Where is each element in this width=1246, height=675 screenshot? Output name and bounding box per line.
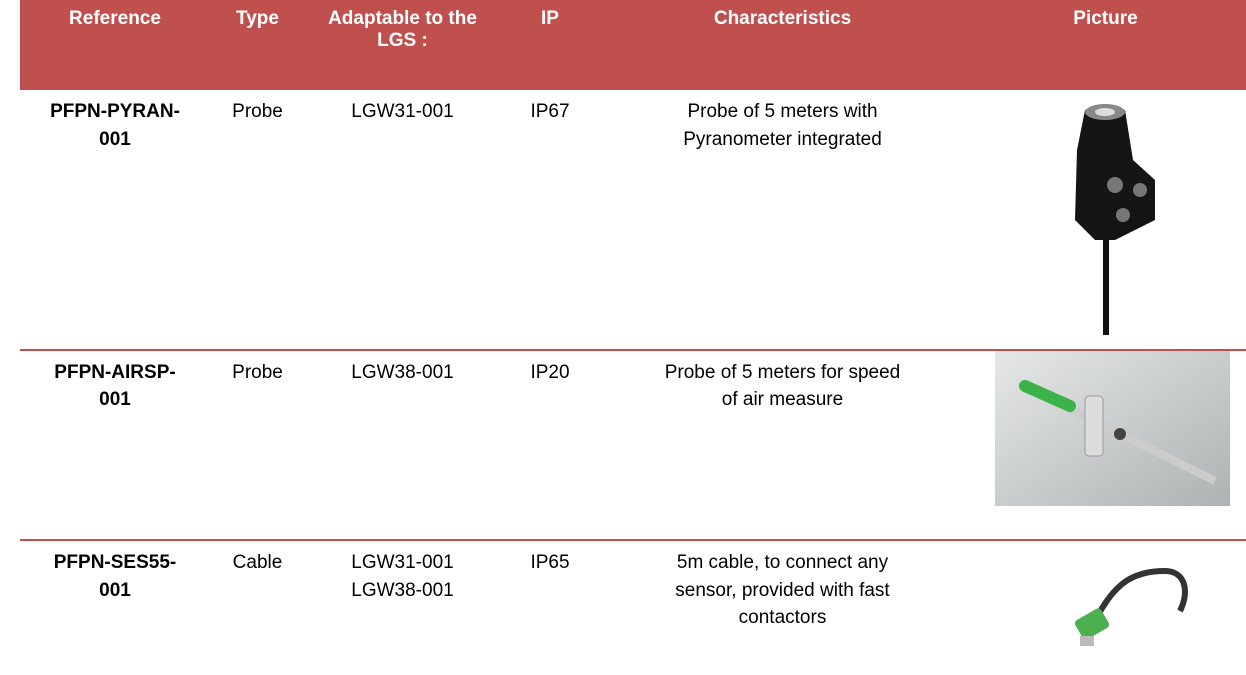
cell: LGW38-001 xyxy=(305,348,500,541)
reference: PFPN-PYRAN-001 xyxy=(50,101,180,150)
adaptable: LGW38-001 xyxy=(351,361,454,383)
header: Characteristics xyxy=(600,0,965,89)
cell: Probe of 5 meters with Pyranometer integ… xyxy=(600,88,965,350)
ip: IP65 xyxy=(500,539,600,675)
characteristics: Probe of 5 meters with Pyranometer integ… xyxy=(683,101,882,150)
header: Type xyxy=(210,0,305,89)
product-table: Reference Type Adaptable to the LGS : IP… xyxy=(20,0,1246,675)
header: Reference xyxy=(20,0,210,89)
characteristics: Probe of 5 meters for speed of air measu… xyxy=(664,361,901,411)
type: Cable xyxy=(210,539,305,675)
cell: PFPN-SES55-001 xyxy=(20,539,210,675)
ip: IP20 xyxy=(500,348,600,541)
reference: PFPN-AIRSP-001 xyxy=(54,361,176,411)
cell: PFPN-PYRAN-001 xyxy=(20,88,210,350)
cell xyxy=(965,539,1246,675)
row: PFPN-SES55-001 Cable LGW31-001 LGW38-001 … xyxy=(20,539,1246,675)
ip: IP67 xyxy=(500,88,600,350)
row: PFPN-AIRSP-001 Probe LGW38-001 IP20 Prob… xyxy=(20,348,1246,541)
cable-image xyxy=(1074,568,1188,647)
reference: PFPN-SES55-001 xyxy=(53,552,177,601)
cell xyxy=(965,348,1246,541)
header-row: Reference Type Adaptable to the LGS : IP… xyxy=(20,0,1246,89)
adaptable: LGW31-001 xyxy=(351,552,454,574)
row: PFPN-PYRAN-001 Probe LGW31-001 IP67 Prob… xyxy=(20,88,1246,350)
page: {"table": {"headers": ["Reference", "Typ… xyxy=(20,0,1246,675)
header-text: Adaptable to the LGS : xyxy=(328,8,477,51)
cell: LGW31-001 LGW38-001 xyxy=(305,539,500,675)
characteristics: 5m cable, to connect any sensor, provide… xyxy=(675,552,890,629)
cell xyxy=(965,88,1246,350)
header: Adaptable to the LGS : xyxy=(305,0,500,89)
pyranometer-image xyxy=(1075,104,1155,335)
header: Picture xyxy=(965,0,1246,89)
adaptable: LGW31-001 xyxy=(351,101,454,122)
cell: 5m cable, to connect any sensor, provide… xyxy=(600,539,965,675)
cell: PFPN-AIRSP-001 xyxy=(20,348,210,541)
cell: LGW31-001 xyxy=(305,88,500,350)
type: Probe xyxy=(210,88,305,350)
adaptable: LGW38-001 xyxy=(351,579,454,601)
air-speed-probe-image xyxy=(995,350,1230,506)
header: IP xyxy=(500,0,600,89)
cell: Probe of 5 meters for speed of air measu… xyxy=(600,348,965,541)
type: Probe xyxy=(210,348,305,541)
